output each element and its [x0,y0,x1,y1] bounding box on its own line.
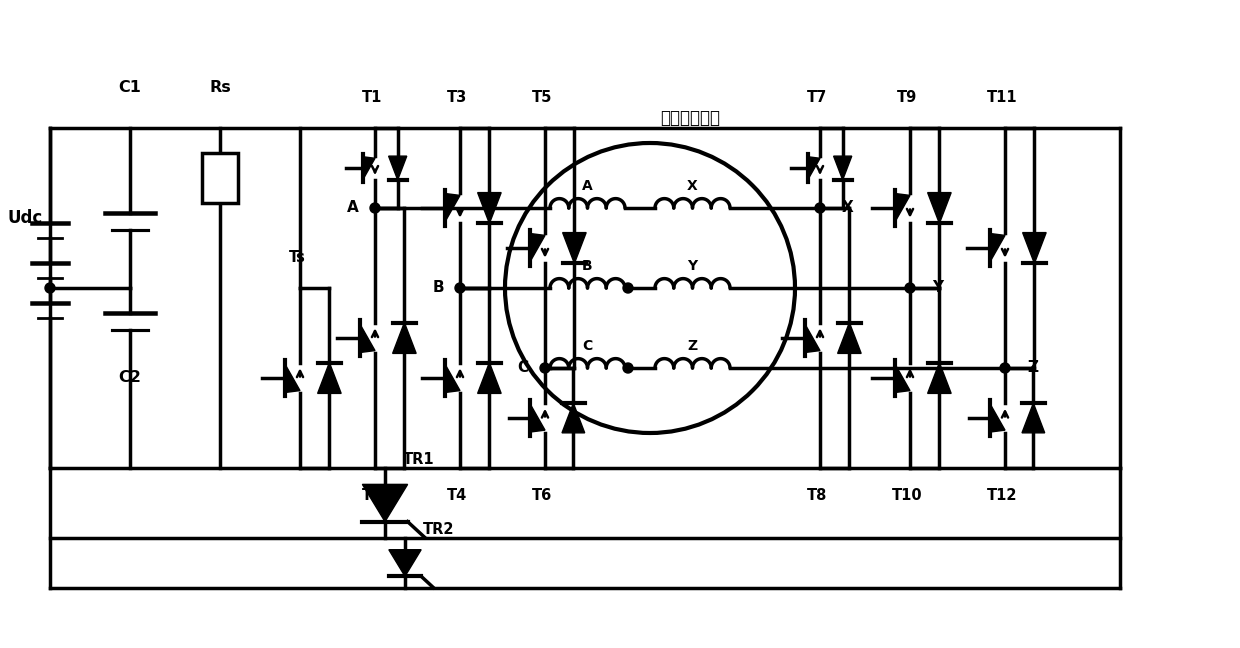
Text: Y: Y [932,281,944,295]
Polygon shape [285,364,300,393]
Text: Rs: Rs [210,80,231,95]
Text: A: A [347,200,358,216]
Polygon shape [563,233,587,263]
Text: T1: T1 [362,91,382,106]
Text: C: C [517,360,528,375]
Polygon shape [388,156,407,180]
Text: C: C [583,339,593,353]
Polygon shape [1023,233,1047,263]
Text: 永磁容错电机: 永磁容错电机 [660,109,720,127]
Circle shape [455,283,465,293]
Text: T5: T5 [532,91,552,106]
Circle shape [815,203,825,213]
Text: T7: T7 [807,91,827,106]
Polygon shape [894,364,910,393]
Text: T3: T3 [446,91,467,106]
Text: TR1: TR1 [403,452,435,467]
Polygon shape [805,323,820,353]
Polygon shape [894,194,910,222]
Circle shape [370,203,379,213]
Polygon shape [362,485,408,522]
Polygon shape [393,323,417,353]
Circle shape [905,283,915,293]
Text: Ts: Ts [289,251,305,266]
Polygon shape [529,233,546,262]
Circle shape [539,363,551,373]
Circle shape [45,283,55,293]
Polygon shape [360,323,374,353]
Polygon shape [562,403,585,433]
Text: TR2: TR2 [423,522,455,537]
Text: T8: T8 [807,489,827,503]
Text: Udc: Udc [7,209,42,227]
Polygon shape [531,404,546,432]
Text: T4: T4 [446,489,467,503]
Bar [202,153,238,203]
Polygon shape [477,363,501,393]
Text: T9: T9 [897,91,918,106]
Circle shape [999,363,1011,373]
Text: T10: T10 [892,489,923,503]
Polygon shape [317,363,341,393]
Text: Z: Z [1028,360,1039,375]
Text: B: B [433,281,444,295]
Polygon shape [991,404,1004,432]
Text: X: X [842,200,854,216]
Polygon shape [389,550,422,576]
Text: B: B [583,259,593,273]
Polygon shape [833,156,852,180]
Text: A: A [582,179,593,193]
Polygon shape [445,364,460,393]
Text: T11: T11 [987,91,1017,106]
Text: Y: Y [687,259,698,273]
Text: T6: T6 [532,489,552,503]
Text: C2: C2 [119,371,141,386]
Text: T12: T12 [987,489,1017,503]
Polygon shape [928,363,951,393]
Polygon shape [477,192,501,224]
Polygon shape [808,157,820,179]
Text: T2: T2 [362,489,382,503]
Text: X: X [687,179,698,193]
Polygon shape [1022,403,1044,433]
Polygon shape [990,233,1004,262]
Text: C1: C1 [119,80,141,95]
Polygon shape [363,157,374,179]
Circle shape [622,363,632,373]
Polygon shape [838,323,861,353]
Text: Z: Z [687,339,698,353]
Polygon shape [445,194,460,222]
Circle shape [622,283,632,293]
Polygon shape [928,192,951,224]
